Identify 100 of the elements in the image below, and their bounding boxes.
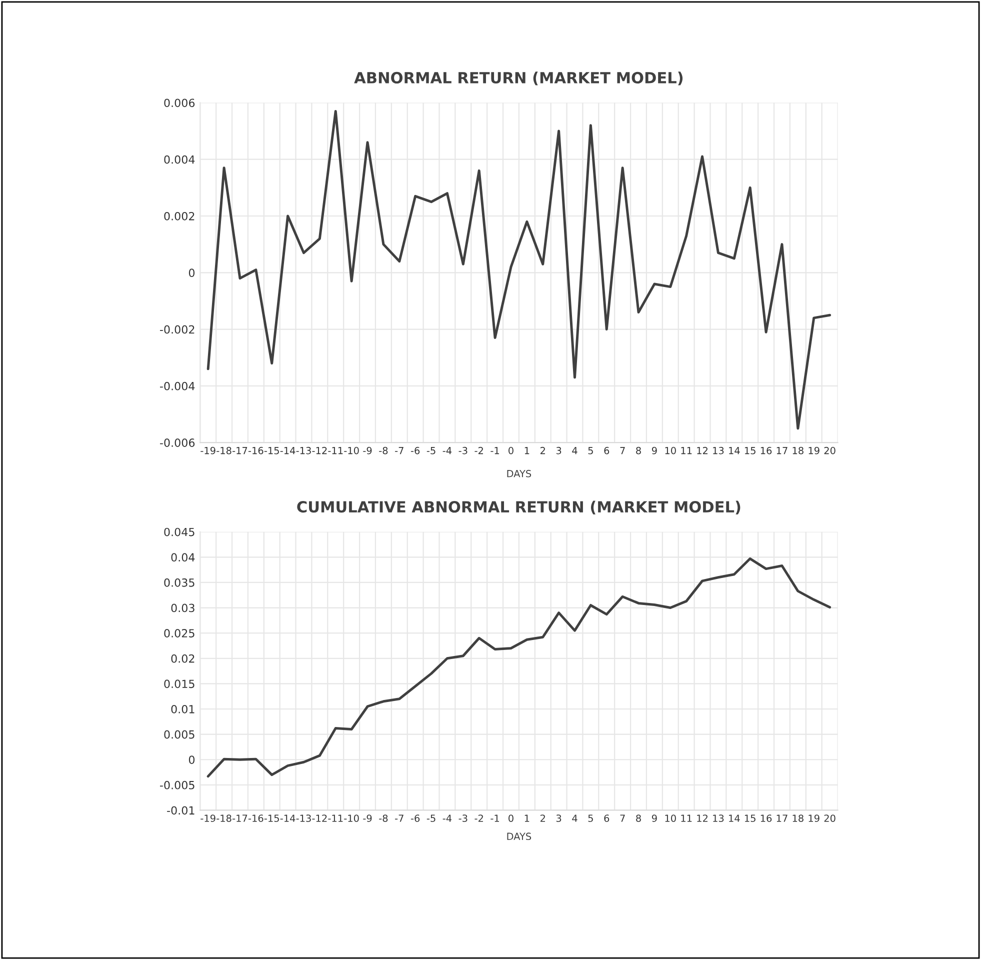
line-series: [206, 110, 832, 430]
x-tick-label: 4: [572, 814, 578, 822]
x-tick-label: -18: [216, 446, 232, 454]
x-tick-label: 16: [760, 814, 772, 822]
x-tick-label: -6: [410, 446, 420, 454]
line-series: [206, 557, 832, 778]
x-tick-label: -19: [200, 814, 216, 822]
x-tick-label: -10: [344, 814, 359, 822]
x-tick-label: -8: [379, 446, 388, 454]
y-tick-label: -0.002: [160, 325, 194, 334]
x-tick-label: -13: [296, 446, 311, 454]
x-tick-label: 2: [540, 814, 545, 822]
x-tick-label: -5: [426, 447, 436, 454]
y-tick-label: 0.005: [164, 730, 194, 739]
x-tick-label: -9: [363, 446, 372, 454]
x-tick-label: -14: [280, 814, 296, 822]
y-tick-label: 0: [188, 268, 195, 278]
y-tick-label: 0.004: [164, 155, 195, 164]
x-tick-label: -11: [328, 447, 343, 454]
x-tick-label: 13: [713, 446, 724, 454]
x-tick-label: 6: [604, 814, 610, 822]
x-tick-label: -6: [410, 814, 420, 822]
x-tick-label: -11: [328, 814, 343, 822]
x-tick-label: 16: [760, 446, 772, 454]
y-tick-label: -0.005: [160, 780, 194, 790]
x-axis-title: DAYS: [507, 470, 532, 478]
x-tick-label: 18: [792, 814, 804, 822]
x-tick-label: -16: [248, 446, 264, 454]
y-tick-label: 0.02: [171, 654, 194, 663]
x-tick-label: 20: [824, 814, 836, 822]
x-tick-label: 17: [776, 447, 788, 454]
x-tick-label: 20: [824, 446, 836, 454]
chart-title: CUMULATIVE ABNORMAL RETURN (MARKET MODEL): [297, 500, 740, 514]
x-tick-label: 0: [508, 446, 514, 454]
x-tick-label: 17: [776, 814, 788, 822]
x-tick-label: -15: [264, 814, 279, 822]
x-tick-label: -13: [296, 814, 311, 822]
x-tick-label: -15: [264, 447, 279, 454]
x-tick-label: -12: [312, 814, 327, 822]
y-tick-label: -0.004: [160, 382, 195, 390]
y-tick-label: 0.04: [171, 553, 195, 562]
x-tick-label: 13: [713, 814, 724, 822]
x-tick-label: 7: [620, 447, 625, 454]
y-tick-label: 0.006: [164, 98, 195, 108]
y-tick-label: 0.035: [164, 578, 194, 587]
chart-title: ABNORMAL RETURN (MARKET MODEL): [354, 72, 683, 86]
x-tick-label: 3: [556, 446, 562, 454]
x-tick-label: -14: [280, 447, 296, 454]
x-axis-title: DAYS: [507, 832, 532, 840]
x-tick-label: 14: [729, 447, 740, 454]
x-tick-label: -3: [458, 446, 468, 454]
x-tick-label: 7: [620, 814, 625, 822]
x-tick-label: 1: [524, 814, 530, 822]
x-tick-label: 9: [652, 446, 657, 454]
x-tick-label: 15: [744, 447, 756, 454]
y-tick-label: 0.045: [164, 528, 194, 536]
x-tick-label: -1: [490, 814, 499, 822]
x-tick-label: -12: [312, 446, 327, 454]
x-tick-label: 5: [588, 447, 593, 454]
x-tick-label: -19: [200, 446, 216, 454]
x-tick-label: -17: [232, 447, 248, 454]
x-tick-label: 0: [508, 814, 514, 822]
x-tick-label: -9: [363, 814, 372, 822]
x-tick-label: -4: [442, 814, 452, 822]
x-tick-label: 6: [604, 446, 610, 454]
x-tick-label: 10: [665, 446, 676, 454]
x-tick-label: 12: [697, 814, 708, 822]
y-tick-label: 0.015: [164, 680, 194, 688]
x-tick-label: 8: [636, 814, 641, 822]
x-tick-label: -4: [442, 447, 452, 454]
x-tick-label: 15: [744, 814, 756, 822]
x-tick-label: -7: [395, 447, 404, 454]
x-tick-label: 1: [524, 447, 530, 454]
y-tick-label: 0.025: [164, 629, 194, 638]
x-tick-label: 3: [556, 814, 562, 822]
x-tick-label: -2: [474, 446, 483, 454]
y-tick-label: 0.002: [164, 212, 194, 220]
x-tick-label: -7: [395, 814, 404, 822]
x-tick-label: 9: [652, 814, 657, 822]
x-tick-label: -5: [426, 814, 436, 822]
x-tick-label: -2: [474, 814, 483, 822]
y-tick-label: -0.006: [160, 438, 195, 447]
x-tick-label: 11: [681, 814, 692, 822]
x-tick-label: -10: [344, 446, 359, 454]
x-tick-label: -18: [216, 814, 232, 822]
x-tick-label: 4: [572, 447, 578, 454]
x-tick-label: 19: [808, 446, 820, 454]
x-tick-label: -8: [379, 814, 388, 822]
y-tick-label: 0: [188, 756, 195, 764]
x-tick-label: 14: [729, 814, 740, 822]
x-tick-label: -16: [248, 814, 264, 822]
x-tick-label: 5: [588, 814, 593, 822]
x-tick-label: 11: [681, 447, 692, 454]
x-tick-label: 2: [540, 446, 545, 454]
x-tick-label: -17: [232, 814, 248, 822]
y-tick-label: -0.01: [167, 806, 194, 815]
x-tick-label: 19: [808, 814, 820, 822]
x-tick-label: 8: [636, 446, 641, 454]
x-tick-label: -3: [458, 814, 468, 822]
x-tick-label: 10: [665, 814, 676, 822]
